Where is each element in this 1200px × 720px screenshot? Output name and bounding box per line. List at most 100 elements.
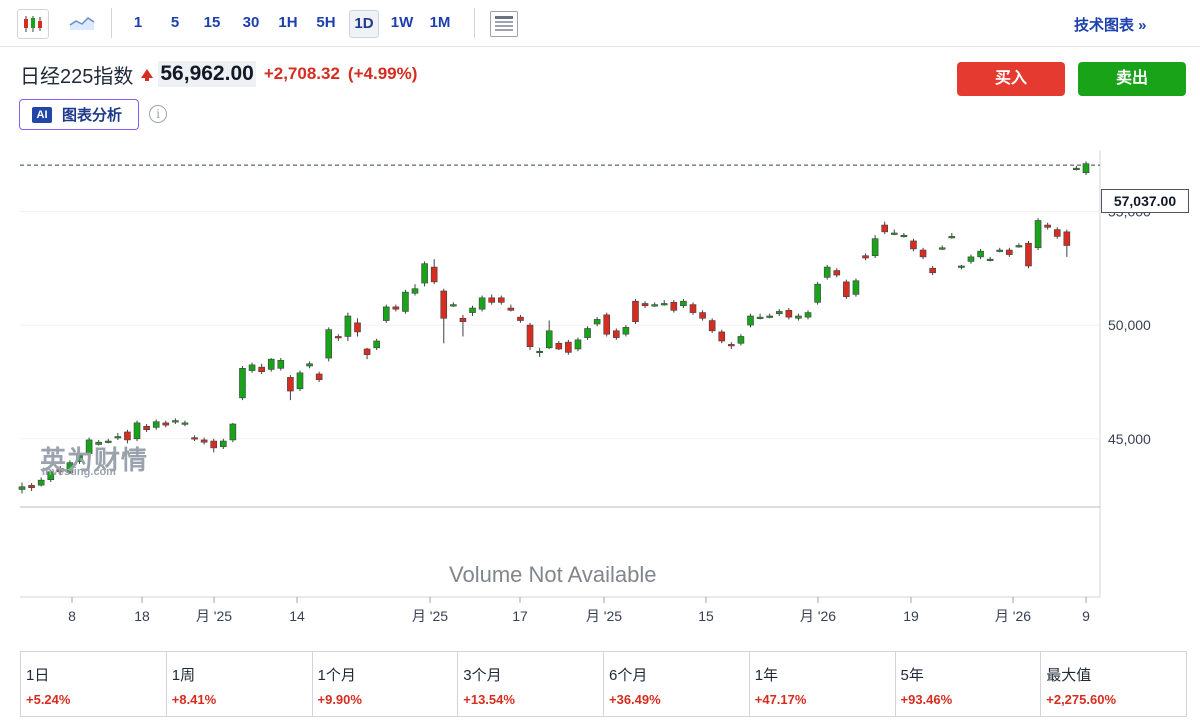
candle[interactable] [277,358,285,371]
candle[interactable] [890,229,898,236]
candlestick-chart-icon[interactable] [17,9,49,39]
performance-cell[interactable]: 6个月 +36.49% [604,652,750,716]
timeframe-15[interactable]: 15 [203,14,221,31]
candle[interactable] [718,329,726,344]
candle[interactable] [948,232,956,239]
candle[interactable] [699,310,706,321]
performance-cell[interactable]: 5年 +93.46% [896,652,1042,716]
candle[interactable] [392,304,400,312]
candle[interactable] [162,420,170,428]
candle[interactable] [996,247,1004,253]
candle[interactable] [814,281,821,305]
technical-chart-link[interactable]: 技术图表 » [1074,17,1147,34]
candle[interactable] [488,294,495,305]
candle[interactable] [843,279,850,299]
candle[interactable] [219,438,227,450]
candle[interactable] [775,309,783,316]
performance-cell[interactable]: 1日 +5.24% [21,652,167,716]
candle[interactable] [747,313,754,328]
performance-cell[interactable]: 3个月 +13.54% [458,652,604,716]
candle[interactable] [478,295,486,312]
performance-cell[interactable]: 最大值 +2,275.60% [1041,652,1186,716]
candle[interactable] [823,264,831,280]
candle[interactable] [229,422,237,443]
timeframe-1w[interactable]: 1W [390,14,414,31]
performance-cell[interactable]: 1个月 +9.90% [313,652,459,716]
candle[interactable] [958,264,965,270]
candle[interactable] [526,322,534,351]
candle[interactable] [210,438,218,453]
candle[interactable] [871,235,879,259]
candle[interactable] [574,337,582,352]
candle[interactable] [287,375,294,401]
candle[interactable] [737,334,745,346]
layout-icon[interactable] [490,11,518,37]
candle[interactable] [1044,222,1051,230]
candle[interactable] [104,438,112,444]
candle[interactable] [296,370,304,392]
candle[interactable] [680,298,687,309]
candle[interactable] [325,327,333,362]
candle[interactable] [382,304,390,323]
candle[interactable] [18,482,26,494]
ai-chart-analysis-button[interactable]: AI 图表分析 [19,99,139,130]
candle[interactable] [1015,243,1023,248]
candle[interactable] [373,338,380,351]
candle[interactable] [756,313,764,320]
candle[interactable] [76,453,83,464]
candle[interactable] [200,437,208,445]
candle[interactable] [929,265,936,276]
candle[interactable] [641,301,649,309]
candle[interactable] [1063,229,1071,257]
candle[interactable] [660,300,668,306]
candle[interactable] [440,288,448,344]
candle[interactable] [670,300,678,313]
candle[interactable] [47,469,55,482]
candle[interactable] [517,314,524,323]
candle[interactable] [728,342,735,349]
candle[interactable] [1025,240,1032,269]
candle[interactable] [306,361,313,369]
candle[interactable] [862,253,869,261]
candle[interactable] [785,308,793,320]
candle[interactable] [114,433,122,440]
candle[interactable] [545,320,553,349]
candle[interactable] [833,268,841,278]
candle[interactable] [651,302,658,307]
candle[interactable] [881,221,889,235]
candle[interactable] [555,341,563,351]
candle[interactable] [919,247,927,260]
buy-button[interactable]: 买入 [957,62,1065,96]
candle[interactable] [938,245,946,251]
candle[interactable] [795,313,802,321]
candle[interactable] [152,419,160,430]
candle[interactable] [689,302,697,315]
candle[interactable] [28,483,35,492]
performance-cell[interactable]: 1年 +47.17% [750,652,896,716]
candle[interactable] [143,424,150,432]
candle[interactable] [1034,218,1042,251]
candle[interactable] [133,420,141,442]
candle[interactable] [450,302,457,307]
candle[interactable] [57,466,64,476]
candle[interactable] [622,325,630,337]
timeframe-5h[interactable]: 5H [316,14,336,31]
info-icon[interactable]: i [149,105,167,123]
candle[interactable] [986,256,994,262]
timeframe-1m[interactable]: 1M [429,14,451,31]
candle[interactable] [363,347,371,360]
candle[interactable] [315,371,323,382]
candle[interactable] [459,314,467,337]
candle[interactable] [804,310,812,320]
candle[interactable] [344,312,352,342]
area-chart-icon[interactable] [67,9,97,37]
candle[interactable] [258,363,265,374]
candle[interactable] [593,317,601,327]
performance-cell[interactable]: 1周 +8.41% [167,652,313,716]
candle[interactable] [967,254,975,264]
candle[interactable] [354,318,361,337]
candle[interactable] [584,326,591,340]
candle[interactable] [910,238,917,252]
candle[interactable] [977,248,984,260]
candle[interactable] [632,298,639,324]
